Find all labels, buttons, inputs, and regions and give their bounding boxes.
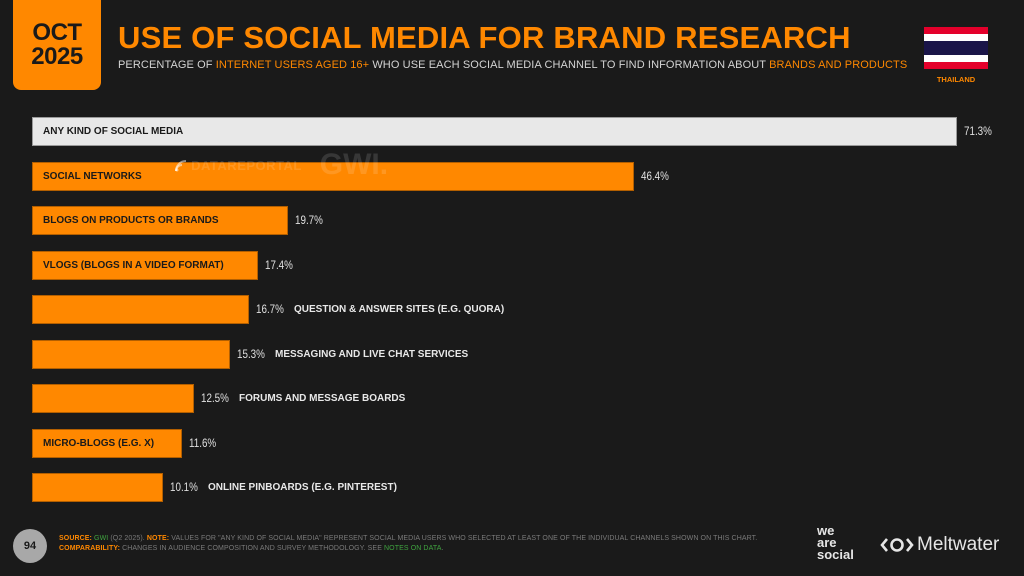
page-number: 94 xyxy=(13,529,47,563)
subtitle-highlight-topic: BRANDS AND PRODUCTS xyxy=(769,59,908,71)
bar-value: 12.5% xyxy=(201,391,229,405)
bar-row: 19.7% BLOGS ON PRODUCTS OR BRANDS xyxy=(32,206,1024,235)
page-title: USE OF SOCIAL MEDIA FOR BRAND RESEARCH xyxy=(118,20,851,55)
bar-row: 71.3% ANY KIND OF SOCIAL MEDIA xyxy=(32,117,1024,146)
bar-row: 12.5% FORUMS AND MESSAGE BOARDS xyxy=(32,384,1024,413)
bar-label: BLOGS ON PRODUCTS OR BRANDS xyxy=(43,215,219,226)
bar-row: 46.4% SOCIAL NETWORKS xyxy=(32,162,1024,191)
subtitle-text: PERCENTAGE OF xyxy=(118,59,216,71)
datareportal-logo: DATAREPORTAL xyxy=(175,158,306,173)
bar-value: 16.7% xyxy=(256,302,284,316)
meltwater-icon xyxy=(880,538,914,552)
bar-label: FORUMS AND MESSAGE BOARDS xyxy=(239,393,406,404)
bar-value: 11.6% xyxy=(189,436,217,450)
bar xyxy=(32,206,288,235)
bar-label: VLOGS (BLOGS IN A VIDEO FORMAT) xyxy=(43,260,224,271)
bar-label: ONLINE PINBOARDS (E.G. PINTEREST) xyxy=(208,482,397,493)
bar xyxy=(32,429,182,458)
bar-total xyxy=(32,117,957,146)
bar-label: ANY KIND OF SOCIAL MEDIA xyxy=(43,126,184,137)
bar-value: 15.3% xyxy=(237,347,265,361)
bar-label: SOCIAL NETWORKS xyxy=(43,171,142,182)
date-badge: OCT 2025 xyxy=(13,0,101,90)
bar-row: 10.1% ONLINE PINBOARDS (E.G. PINTEREST) xyxy=(32,473,1024,502)
bar-row: 17.4% VLOGS (BLOGS IN A VIDEO FORMAT) xyxy=(32,251,1024,280)
footer-source: SOURCE: GWI (Q2 2025). NOTE: VALUES FOR … xyxy=(59,535,758,542)
gwi-logo: GWI. xyxy=(319,148,389,181)
bar-label: MICRO-BLOGS (E.G. X) xyxy=(43,438,155,449)
bar-value: 17.4% xyxy=(265,258,293,272)
bar-row: 15.3% MESSAGING AND LIVE CHAT SERVICES xyxy=(32,340,1024,369)
bar xyxy=(32,295,249,324)
meltwater-logo: Meltwater xyxy=(880,534,999,556)
bar-row: 11.6% MICRO-BLOGS (E.G. X) xyxy=(32,429,1024,458)
bar-label: QUESTION & ANSWER SITES (E.G. QUORA) xyxy=(294,304,505,315)
bar xyxy=(32,162,634,191)
bar-value: 10.1% xyxy=(170,480,198,494)
bar-row: 16.7% QUESTION & ANSWER SITES (E.G. QUORA… xyxy=(32,295,1024,324)
bar xyxy=(32,473,163,502)
bar-value: 19.7% xyxy=(295,213,323,227)
subtitle-highlight-audience: INTERNET USERS AGED 16+ xyxy=(215,59,370,71)
footer-comparability: COMPARABILITY: CHANGES IN AUDIENCE COMPO… xyxy=(59,545,444,552)
datareportal-icon xyxy=(175,160,187,172)
date-year: 2025 xyxy=(31,43,83,70)
watermark: DATAREPORTAL GWI. xyxy=(175,148,388,182)
we-are-social-logo: we are social xyxy=(817,523,854,562)
date-month: OCT xyxy=(32,19,82,46)
bar xyxy=(32,340,230,369)
bar xyxy=(32,251,258,280)
bar-label: MESSAGING AND LIVE CHAT SERVICES xyxy=(275,349,469,360)
notes-on-data-link[interactable]: NOTES ON DATA xyxy=(384,545,442,552)
thailand-flag-icon xyxy=(924,27,988,69)
page-subtitle: PERCENTAGE OF INTERNET USERS AGED 16+ WH… xyxy=(118,59,907,71)
country-label: THAILAND xyxy=(936,75,976,84)
subtitle-text: WHO USE EACH SOCIAL MEDIA CHANNEL TO FIN… xyxy=(369,59,770,71)
bar-value: 46.4% xyxy=(641,169,669,183)
bar-value: 71.3% xyxy=(964,124,992,138)
source-link[interactable]: GWI xyxy=(94,535,109,542)
bar xyxy=(32,384,194,413)
